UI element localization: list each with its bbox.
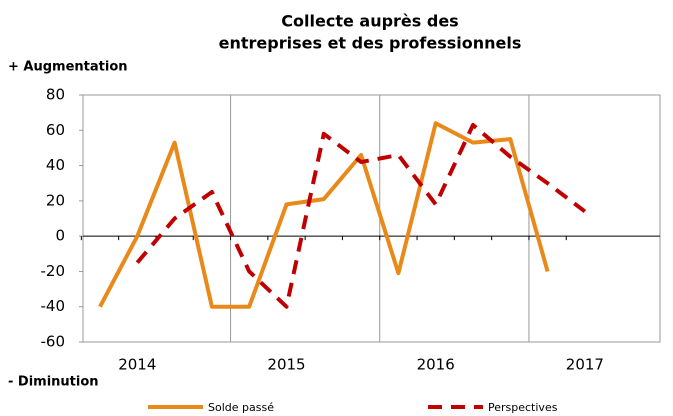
plot-frame: [82, 94, 661, 343]
legend-label: Solde passé: [208, 401, 274, 414]
y-bottom-label: - Diminution: [8, 375, 99, 390]
x-tick-label: 2014: [118, 356, 156, 374]
series-line: [98, 121, 550, 309]
y-tick-label: 80: [46, 86, 65, 104]
y-tick-label: -20: [41, 262, 66, 280]
chart-title: Collecte auprès des: [281, 12, 458, 31]
legend-label: Perspectives: [488, 401, 558, 414]
x-tick-label: 2015: [267, 356, 305, 374]
x-tick-label: 2016: [417, 356, 455, 374]
y-tick-label: 60: [46, 121, 65, 139]
series-line: [135, 122, 587, 309]
x-tick-label: 2017: [566, 356, 604, 374]
y-tick-label: -60: [41, 333, 66, 351]
y-tick-label: 20: [46, 191, 65, 209]
y-tick-label: 40: [46, 156, 65, 174]
y-tick-label: 0: [55, 227, 65, 245]
chart-title: entreprises et des professionnels: [219, 34, 522, 53]
y-top-label: + Augmentation: [8, 60, 128, 75]
y-tick-label: -40: [41, 297, 66, 315]
